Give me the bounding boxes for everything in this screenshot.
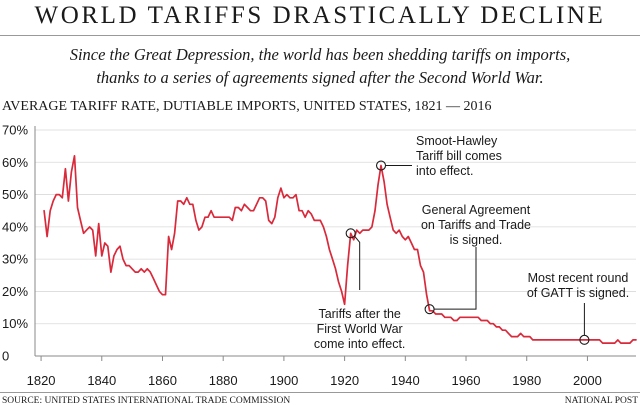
smoot-hawley-annotation: Tariff bill comes (416, 149, 502, 163)
x-tick-label: 1840 (87, 373, 116, 388)
y-tick-label: 20% (2, 284, 28, 299)
subtitle-line-2: thanks to a series of agreements signed … (96, 68, 544, 87)
x-tick-label: 1960 (452, 373, 481, 388)
y-tick-label: 40% (2, 219, 28, 234)
x-tick-label: 1860 (148, 373, 177, 388)
x-tick-label: 1940 (391, 373, 420, 388)
publisher-credit: NATIONAL POST (564, 396, 638, 406)
gatt-signed-annotation: is signed. (450, 233, 503, 247)
gatt-signed-annotation: on Tariffs and Trade (421, 218, 531, 232)
ww1-tariffs-marker (345, 228, 356, 239)
gatt-signed-leader (434, 247, 477, 310)
chart-heading: AVERAGE TARIFF RATE, DUTIABLE IMPORTS, U… (2, 99, 492, 114)
y-tick-label: 50% (2, 187, 28, 202)
x-tick-label: 1880 (209, 373, 238, 388)
subtitle-line-1: Since the Great Depression, the world ha… (69, 45, 571, 64)
gatt-round-annotation: of GATT is signed. (527, 286, 629, 300)
title-divider (0, 35, 640, 36)
chart-subtitle: Since the Great Depression, the world ha… (0, 43, 640, 89)
ww1-tariffs-leader (354, 235, 361, 290)
y-tick-label: 10% (2, 316, 28, 331)
x-tick-label: 2000 (573, 373, 602, 388)
x-tick-label: 1820 (27, 373, 56, 388)
ww1-tariffs-annotation: come into effect. (314, 337, 406, 351)
y-tick-label: 60% (2, 155, 28, 170)
x-tick-label: 1920 (330, 373, 359, 388)
footer-divider (0, 392, 640, 393)
y-tick-label: 0 (2, 349, 9, 364)
y-tick-label: 30% (2, 252, 28, 267)
y-tick-label: 70% (2, 123, 28, 138)
source-note: SOURCE: UNITED STATES INTERNATIONAL TRAD… (2, 396, 291, 406)
smoot-hawley-annotation: into effect. (416, 164, 473, 178)
smoot-hawley-annotation: Smoot-Hawley (416, 134, 498, 148)
ww1-tariffs-annotation: First World War (317, 322, 403, 336)
ww1-tariffs-annotation: Tariffs after the (318, 307, 400, 321)
x-tick-label: 1900 (269, 373, 298, 388)
gatt-round-annotation: Most recent round (528, 271, 629, 285)
tariff-rate-line (43, 154, 637, 344)
x-tick-label: 1980 (512, 373, 541, 388)
gatt-signed-annotation: General Agreement (422, 203, 531, 217)
chart-title-banner: WORLD TARIFFS DRASTICALLY DECLINE (34, 2, 606, 29)
